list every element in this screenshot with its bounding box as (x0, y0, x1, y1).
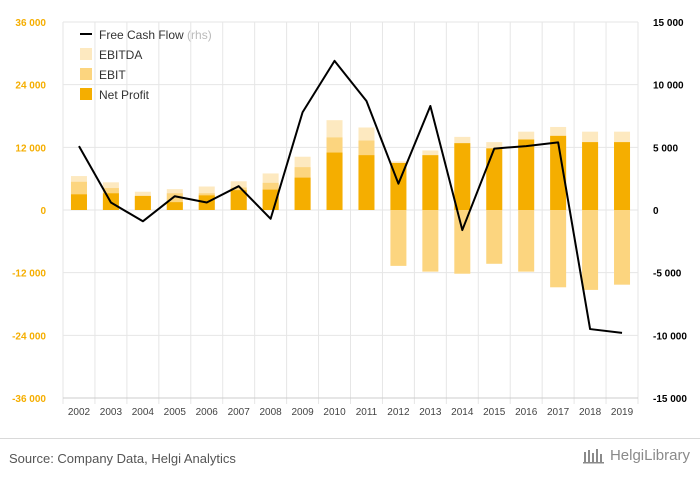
y-left-tick-label: 36 000 (15, 18, 46, 29)
bar-net-profit (582, 142, 599, 210)
x-tick-label: 2011 (356, 407, 378, 418)
legend-label: Net Profit (99, 88, 150, 102)
library-icon (582, 448, 604, 463)
x-tick-label: 2018 (579, 407, 602, 418)
x-tick-label: 2014 (451, 407, 474, 418)
legend-label: Free Cash Flow (rhs) (99, 28, 212, 42)
bar-net-profit (166, 202, 183, 210)
legend-label: EBITDA (99, 48, 142, 62)
helgi-library-logo[interactable]: HelgiLibrary (582, 447, 690, 464)
x-tick-label: 2006 (196, 407, 219, 418)
logo-text: HelgiLibrary (609, 447, 690, 464)
source-note: Source: Company Data, Helgi Analytics (9, 451, 236, 466)
legend-swatch (80, 68, 92, 80)
y-right-tick-label: -15 000 (653, 394, 687, 405)
x-tick-label: 2012 (387, 407, 410, 418)
bar-net-profit (614, 142, 631, 210)
y-right-tick-label: -10 000 (653, 331, 687, 342)
bar-net-profit (230, 190, 247, 210)
y-left-tick-label: -24 000 (12, 331, 46, 342)
x-tick-label: 2017 (547, 407, 570, 418)
x-tick-label: 2007 (228, 407, 251, 418)
bar-ebit (454, 210, 471, 274)
bar-net-profit (550, 135, 567, 210)
bar-ebit (582, 210, 599, 290)
x-tick-label: 2008 (260, 407, 283, 418)
bar-net-profit (486, 148, 503, 210)
y-right-tick-label: -5 000 (653, 269, 682, 280)
x-tick-label: 2015 (483, 407, 506, 418)
line-free-cash-flow (78, 59, 623, 334)
bar-ebit (390, 210, 407, 266)
x-tick-label: 2009 (291, 407, 314, 418)
legend-swatch (80, 48, 92, 60)
bar-ebit (422, 210, 439, 272)
x-tick-label: 2005 (164, 407, 187, 418)
bar-ebit (518, 210, 535, 272)
x-tick-label: 2010 (323, 407, 346, 418)
x-tick-label: 2004 (132, 407, 155, 418)
bar-net-profit (70, 194, 87, 210)
y-left-tick-label: 12 000 (15, 143, 46, 154)
bar-net-profit (134, 195, 151, 210)
y-right-tick-label: 10 000 (653, 81, 684, 92)
bar-ebit (614, 210, 631, 285)
legend-swatch (80, 88, 92, 100)
bar-net-profit (358, 155, 375, 210)
footer: Source: Company Data, Helgi Analytics He… (0, 438, 700, 483)
y-right-tick-label: 0 (653, 206, 659, 217)
x-tick-label: 2013 (419, 407, 442, 418)
bar-net-profit (518, 139, 535, 210)
y-right-tick-label: 5 000 (653, 143, 678, 154)
y-left-tick-label: -36 000 (12, 394, 46, 405)
y-left-tick-label: 24 000 (15, 81, 46, 92)
y-left-tick-label: -12 000 (12, 269, 46, 280)
x-tick-label: 2003 (100, 407, 123, 418)
x-tick-label: 2002 (68, 407, 91, 418)
bar-ebit (550, 210, 567, 288)
bar-net-profit (454, 143, 471, 210)
bar-net-profit (326, 152, 343, 210)
y-right-tick-label: 15 000 (653, 18, 684, 29)
x-tick-label: 2019 (611, 407, 634, 418)
legend-label: EBIT (99, 68, 126, 82)
bar-ebit (486, 210, 503, 264)
chart: 36 000 24 000 12 000 0 -12 000 -24 000 -36 000… (12, 18, 687, 418)
y-left-tick-label: 0 (40, 206, 46, 217)
bar-net-profit (294, 177, 311, 210)
legend-suffix: (rhs) (184, 28, 212, 42)
x-tick-label: 2016 (515, 407, 538, 418)
bar-net-profit (422, 155, 439, 210)
